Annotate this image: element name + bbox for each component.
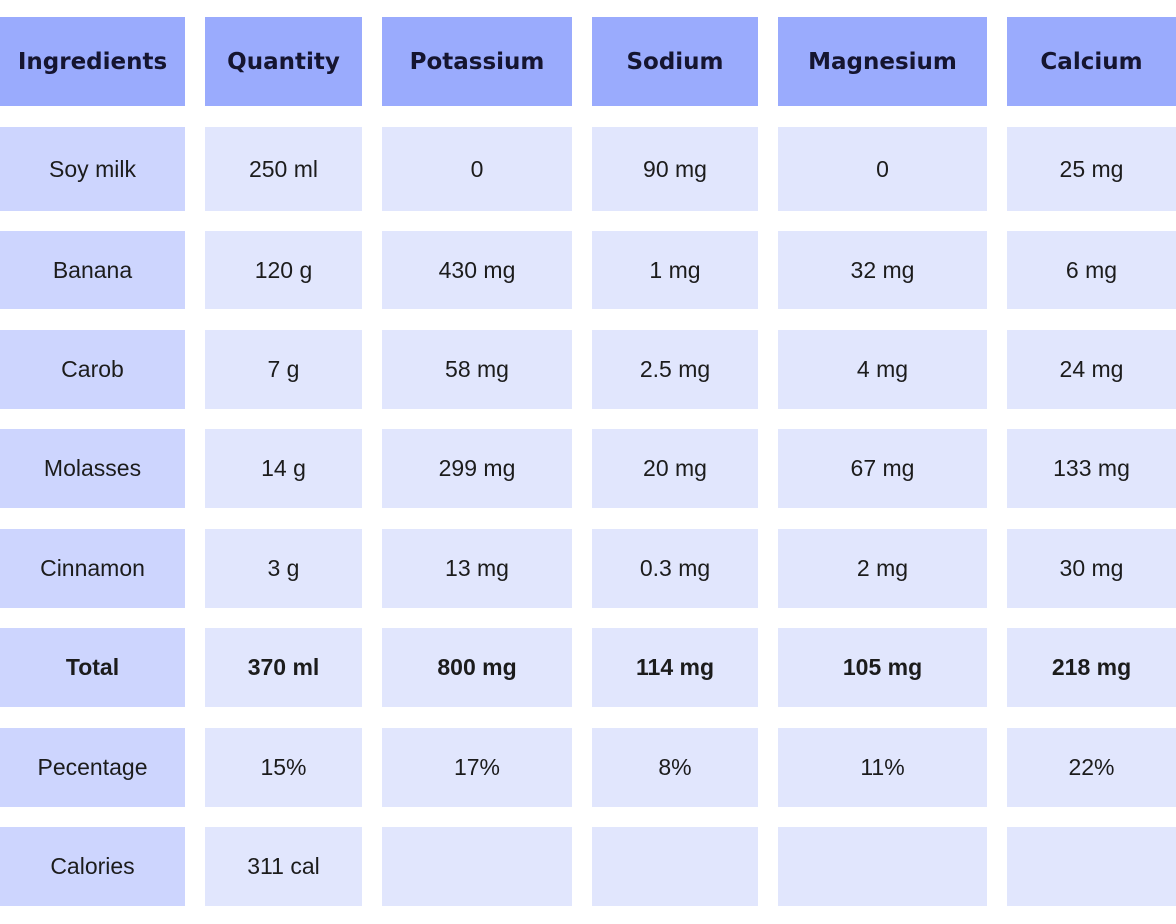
table-cell: Sodium — [592, 17, 758, 106]
table-cell: 218 mg — [1007, 628, 1176, 707]
table-cell: 0 — [778, 127, 987, 211]
table-cell: 11% — [778, 728, 987, 807]
table-cell: 90 mg — [592, 127, 758, 211]
table-cell: 6 mg — [1007, 231, 1176, 309]
table-cell: 299 mg — [382, 429, 572, 508]
table-cell: 105 mg — [778, 628, 987, 707]
table-cell: 0.3 mg — [592, 529, 758, 608]
table-cell: Ingredients — [0, 17, 185, 106]
table-cell: 25 mg — [1007, 127, 1176, 211]
table-cell: 14 g — [205, 429, 362, 508]
table-cell — [382, 827, 572, 906]
table-cell: 133 mg — [1007, 429, 1176, 508]
table-cell: 0 — [382, 127, 572, 211]
table-cell: Magnesium — [778, 17, 987, 106]
table-cell: 114 mg — [592, 628, 758, 707]
table-cell: 58 mg — [382, 330, 572, 409]
table-cell: 311 cal — [205, 827, 362, 906]
table-cell: 24 mg — [1007, 330, 1176, 409]
table-cell: 22% — [1007, 728, 1176, 807]
table-cell: 2 mg — [778, 529, 987, 608]
table-cell: Soy milk — [0, 127, 185, 211]
table-cell: 800 mg — [382, 628, 572, 707]
table-cell: 3 g — [205, 529, 362, 608]
table-cell: 2.5 mg — [592, 330, 758, 409]
table-cell: 430 mg — [382, 231, 572, 309]
table-cell: 250 ml — [205, 127, 362, 211]
table-cell: Calories — [0, 827, 185, 906]
table-cell: Carob — [0, 330, 185, 409]
table-cell: Pecentage — [0, 728, 185, 807]
table-cell: 67 mg — [778, 429, 987, 508]
table-cell: Cinnamon — [0, 529, 185, 608]
table-cell: Banana — [0, 231, 185, 309]
table-cell — [1007, 827, 1176, 906]
table-cell: Quantity — [205, 17, 362, 106]
table-cell: 370 ml — [205, 628, 362, 707]
table-cell: Molasses — [0, 429, 185, 508]
table-cell: 15% — [205, 728, 362, 807]
table-cell: Potassium — [382, 17, 572, 106]
table-cell: 20 mg — [592, 429, 758, 508]
table-cell: 7 g — [205, 330, 362, 409]
table-cell: 30 mg — [1007, 529, 1176, 608]
table-cell: 4 mg — [778, 330, 987, 409]
table-cell — [592, 827, 758, 906]
table-cell: Calcium — [1007, 17, 1176, 106]
table-cell: 17% — [382, 728, 572, 807]
table-cell: 32 mg — [778, 231, 987, 309]
table-cell: 8% — [592, 728, 758, 807]
table-cell — [778, 827, 987, 906]
table-cell: 120 g — [205, 231, 362, 309]
table-cell: 1 mg — [592, 231, 758, 309]
table-cell: Total — [0, 628, 185, 707]
table-cell: 13 mg — [382, 529, 572, 608]
